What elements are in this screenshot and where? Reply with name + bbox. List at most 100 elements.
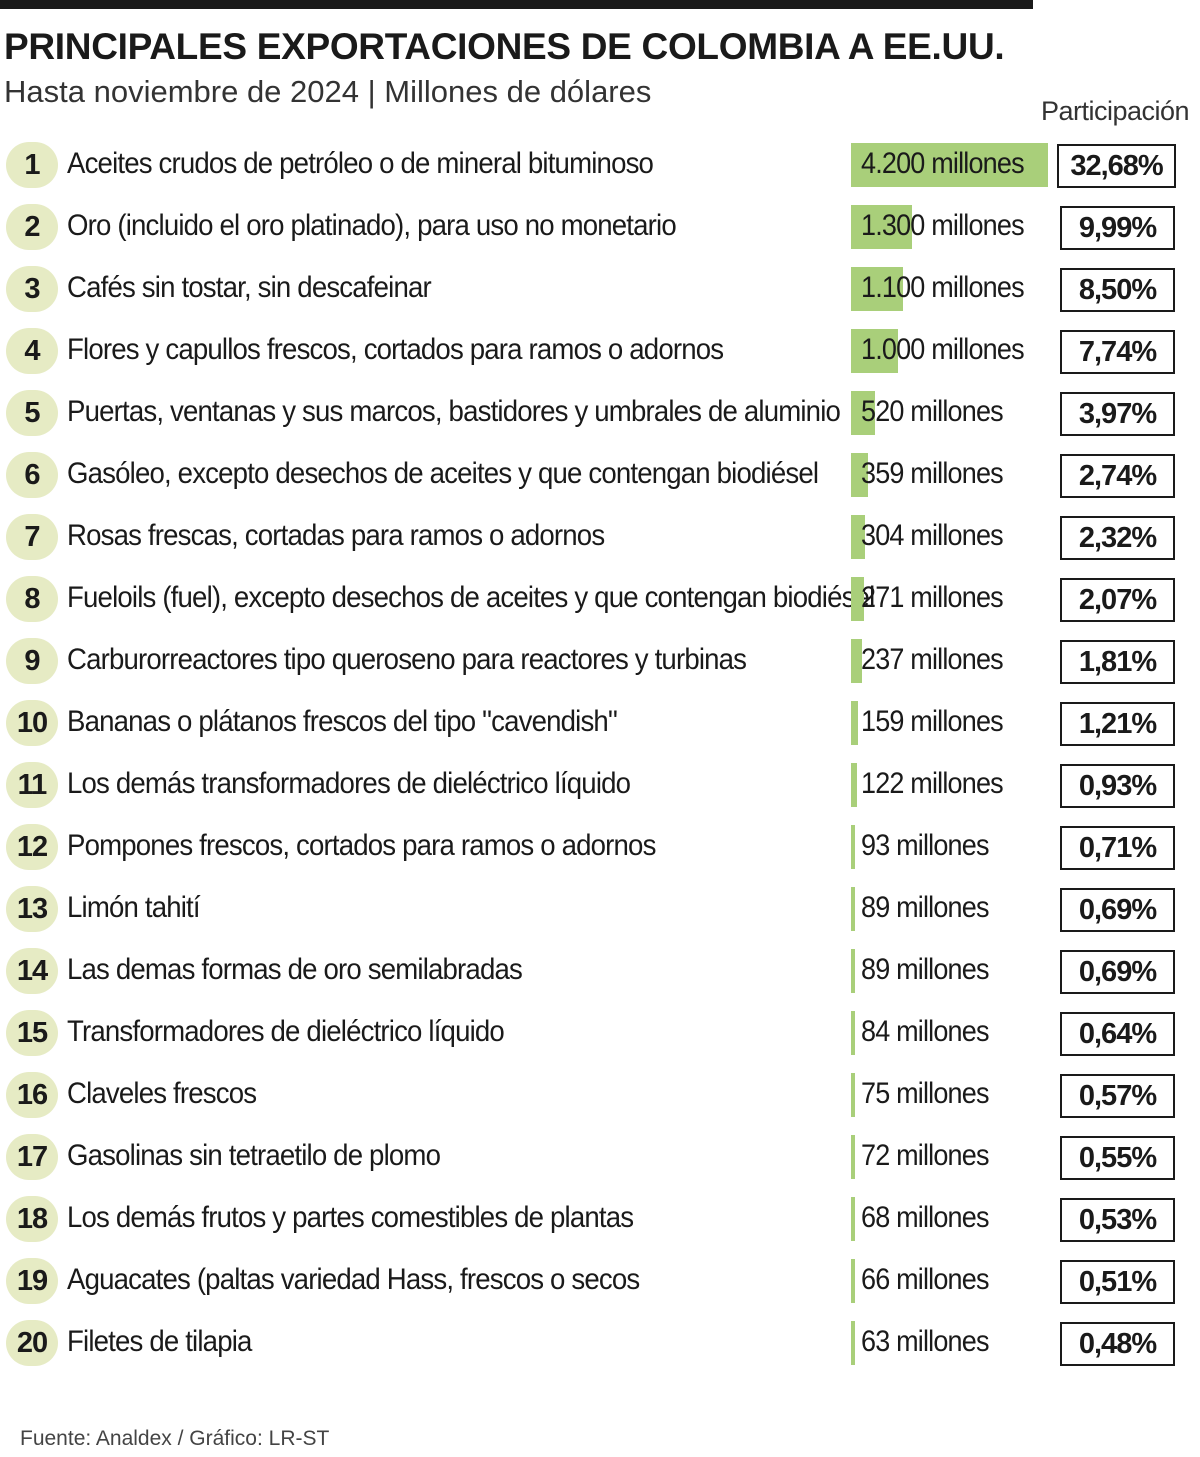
table-row: 9 Carburorreactores tipo queroseno para r… [0, 635, 1200, 687]
table-row: 13 Limón tahití 89 millones 0,69% [0, 883, 1200, 935]
share-box: 0,64% [1060, 1012, 1175, 1056]
value-bar [851, 949, 855, 993]
product-label: Gasóleo, excepto desechos de aceites y q… [67, 457, 819, 490]
table-row: 10 Bananas o plátanos frescos del tipo "c… [0, 697, 1200, 749]
share-box: 0,55% [1060, 1136, 1175, 1180]
value-label: 89 millones [861, 891, 989, 924]
table-row: 3 Cafés sin tostar, sin descafeinar 1.100 … [0, 263, 1200, 315]
value-bar [851, 639, 862, 683]
value-label: 63 millones [861, 1325, 989, 1358]
value-label: 84 millones [861, 1015, 989, 1048]
value-label: 66 millones [861, 1263, 989, 1296]
source-note: Fuente: Analdex / Gráfico: LR-ST [20, 1427, 330, 1450]
share-box: 8,50% [1060, 268, 1175, 312]
value-bar [851, 1321, 855, 1365]
rank-badge: 18 [6, 1196, 58, 1242]
chart-title: PRINCIPALES EXPORTACIONES DE COLOMBIA A … [4, 26, 1005, 67]
rank-badge: 4 [6, 328, 58, 374]
table-row: 1 Aceites crudos de petróleo o de mineral… [0, 139, 1200, 191]
value-bar [851, 453, 868, 497]
product-label: Pompones frescos, cortados para ramos o … [67, 829, 656, 862]
value-label: 520 millones [861, 395, 1004, 428]
value-label: 1.000 millones [861, 333, 1025, 366]
rank-badge: 7 [6, 514, 58, 560]
value-label: 75 millones [861, 1077, 989, 1110]
value-label: 122 millones [861, 767, 1004, 800]
share-column-header: Participación [1040, 96, 1190, 126]
value-bar [851, 1259, 855, 1303]
value-bar [851, 143, 1048, 187]
value-label: 359 millones [861, 457, 1004, 490]
value-bar [851, 1135, 855, 1179]
value-label: 304 millones [861, 519, 1004, 552]
share-box: 1,21% [1060, 702, 1175, 746]
share-box: 0,69% [1060, 950, 1175, 994]
value-bar [851, 763, 857, 807]
table-row: 16 Claveles frescos 75 millones 0,57% [0, 1069, 1200, 1121]
value-label: 271 millones [861, 581, 1004, 614]
product-label: Aguacates (paltas variedad Hass, frescos… [67, 1263, 640, 1296]
table-row: 15 Transformadores de dieléctrico líquido… [0, 1007, 1200, 1059]
table-row: 20 Filetes de tilapia 63 millones 0,48% [0, 1317, 1200, 1369]
product-label: Los demás transformadores de dieléctrico… [67, 767, 631, 800]
table-row: 12 Pompones frescos, cortados para ramos … [0, 821, 1200, 873]
rank-badge: 10 [6, 700, 58, 746]
value-label: 1.300 millones [861, 209, 1025, 242]
value-label: 237 millones [861, 643, 1004, 676]
table-row: 4 Flores y capullos frescos, cortados par… [0, 325, 1200, 377]
rank-badge: 14 [6, 948, 58, 994]
rank-badge: 3 [6, 266, 58, 312]
value-bar [851, 1197, 855, 1241]
value-label: 93 millones [861, 829, 989, 862]
share-box: 7,74% [1060, 330, 1175, 374]
share-box: 0,48% [1060, 1322, 1175, 1366]
product-label: Bananas o plátanos frescos del tipo "cav… [67, 705, 618, 738]
share-box: 0,71% [1060, 826, 1175, 870]
value-label: 1.100 millones [861, 271, 1025, 304]
share-box: 32,68% [1057, 144, 1176, 188]
top-rule [0, 0, 1033, 9]
rank-badge: 5 [6, 390, 58, 436]
share-box: 0,57% [1060, 1074, 1175, 1118]
product-label: Rosas frescas, cortadas para ramos o ado… [67, 519, 605, 552]
rank-badge: 9 [6, 638, 58, 684]
value-bar [851, 577, 864, 621]
product-label: Oro (incluido el oro platinado), para us… [67, 209, 677, 242]
value-bar [851, 1073, 855, 1117]
value-bar [851, 205, 912, 249]
share-box: 2,74% [1060, 454, 1175, 498]
share-box: 0,93% [1060, 764, 1175, 808]
table-row: 8 Fueloils (fuel), excepto desechos de ac… [0, 573, 1200, 625]
product-label: Puertas, ventanas y sus marcos, bastidor… [67, 395, 841, 428]
share-box: 9,99% [1060, 206, 1175, 250]
product-label: Cafés sin tostar, sin descafeinar [67, 271, 432, 304]
table-row: 14 Las demas formas de oro semilabradas 89… [0, 945, 1200, 997]
product-label: Fueloils (fuel), excepto desechos de ace… [67, 581, 875, 614]
rank-badge: 1 [6, 142, 58, 188]
product-label: Las demas formas de oro semilabradas [67, 953, 523, 986]
product-label: Gasolinas sin tetraetilo de plomo [67, 1139, 441, 1172]
value-bar [851, 391, 875, 435]
rank-badge: 13 [6, 886, 58, 932]
share-box: 2,32% [1060, 516, 1175, 560]
share-box: 2,07% [1060, 578, 1175, 622]
product-label: Limón tahití [67, 891, 201, 924]
value-label: 68 millones [861, 1201, 989, 1234]
product-label: Los demás frutos y partes comestibles de… [67, 1201, 634, 1234]
product-label: Flores y capullos frescos, cortados para… [67, 333, 724, 366]
table-row: 19 Aguacates (paltas variedad Hass, fresc… [0, 1255, 1200, 1307]
table-row: 11 Los demás transformadores de dieléctri… [0, 759, 1200, 811]
table-row: 7 Rosas frescas, cortadas para ramos o ad… [0, 511, 1200, 563]
table-row: 18 Los demás frutos y partes comestibles … [0, 1193, 1200, 1245]
rank-badge: 17 [6, 1134, 58, 1180]
rank-badge: 11 [6, 762, 58, 808]
product-label: Transformadores de dieléctrico líquido [67, 1015, 505, 1048]
value-label: 72 millones [861, 1139, 989, 1172]
table-row: 2 Oro (incluido el oro platinado), para u… [0, 201, 1200, 253]
product-label: Filetes de tilapia [67, 1325, 252, 1358]
value-bar [851, 701, 858, 745]
value-label: 89 millones [861, 953, 989, 986]
share-box: 0,51% [1060, 1260, 1175, 1304]
table-row: 6 Gasóleo, excepto desechos de aceites y … [0, 449, 1200, 501]
value-label: 4.200 millones [861, 147, 1025, 180]
